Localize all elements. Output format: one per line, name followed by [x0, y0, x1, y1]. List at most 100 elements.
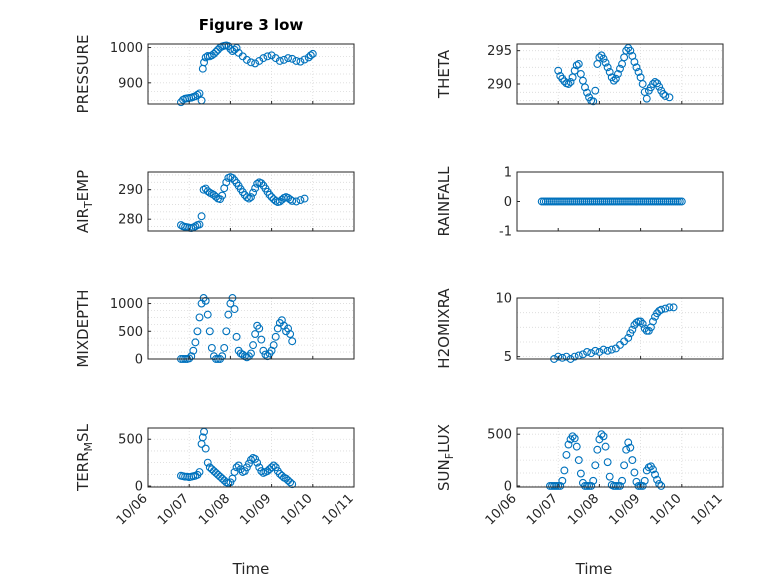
data-point — [257, 335, 266, 344]
grid-lines — [147, 428, 355, 487]
y-tick-label: 295 — [487, 44, 512, 59]
data-point — [195, 89, 204, 98]
data-point — [244, 459, 253, 468]
data-point — [641, 197, 650, 206]
data-point — [200, 58, 208, 67]
data-point — [552, 482, 561, 490]
data-point — [649, 197, 658, 206]
data-point — [669, 197, 678, 206]
data-point — [607, 345, 616, 354]
grid-lines — [147, 172, 355, 231]
data-point — [267, 463, 276, 472]
x-tick-label: 10/09 — [237, 491, 274, 528]
data-point — [562, 352, 571, 361]
data-point — [205, 327, 214, 336]
data-point — [627, 197, 635, 206]
data-point — [251, 184, 260, 193]
data-point — [600, 197, 609, 206]
data-point — [537, 197, 546, 206]
data-point — [212, 47, 220, 56]
data-point — [203, 458, 212, 467]
data-point — [667, 197, 676, 206]
plot-area — [517, 428, 723, 487]
data-point — [599, 54, 608, 63]
data-point — [242, 463, 251, 472]
data-point — [261, 350, 270, 359]
data-point — [594, 197, 603, 206]
data-point — [271, 332, 280, 341]
data-point — [581, 482, 589, 490]
data-point — [570, 197, 579, 206]
x-tick-label: 10/06 — [483, 491, 520, 528]
axes-box — [516, 297, 724, 360]
data-point — [554, 482, 563, 490]
data-point — [603, 458, 612, 467]
data-point — [247, 455, 255, 464]
subplot-6: 5 10 H2OMIXRA — [435, 288, 724, 369]
data-point — [554, 66, 563, 75]
data-point — [585, 482, 594, 490]
data-point — [616, 482, 624, 490]
data-point — [595, 53, 604, 62]
data-point — [558, 197, 566, 206]
y-axis-label: SUNFLUX — [435, 424, 456, 491]
data-point — [207, 343, 216, 352]
plot-area — [517, 44, 723, 104]
plot-area — [148, 298, 354, 359]
data-point — [634, 68, 643, 76]
x-tick-label: 10/07 — [524, 491, 561, 528]
data-point — [604, 197, 613, 206]
data-point — [613, 482, 622, 490]
data-point — [657, 305, 666, 314]
y-axis-label: PRESSURE — [74, 35, 92, 114]
data-point — [661, 92, 670, 100]
data-point — [546, 482, 554, 490]
data-point — [570, 66, 579, 75]
data-point — [673, 197, 682, 206]
data-point — [669, 303, 678, 312]
plot-area — [148, 428, 354, 487]
data-point — [601, 58, 610, 67]
series-markers — [546, 430, 666, 490]
data-point — [230, 305, 239, 314]
data-point — [247, 349, 255, 358]
data-point — [560, 197, 569, 206]
data-point — [572, 61, 581, 70]
y-tick-label: 500 — [118, 433, 143, 448]
data-point — [265, 190, 274, 199]
data-point — [558, 476, 567, 485]
data-point — [635, 197, 644, 206]
data-point — [189, 346, 198, 355]
data-point — [597, 430, 606, 439]
data-point — [574, 60, 583, 68]
data-point — [631, 197, 640, 206]
data-point — [634, 317, 643, 326]
data-point — [651, 197, 660, 206]
data-point — [284, 324, 293, 333]
data-point — [651, 78, 659, 86]
data-point — [560, 77, 569, 86]
data-point — [665, 93, 674, 102]
data-point — [586, 197, 595, 206]
series-markers — [537, 197, 686, 206]
data-point — [665, 197, 674, 206]
data-point — [539, 197, 548, 206]
data-point — [639, 197, 648, 206]
data-point — [663, 197, 672, 206]
data-point — [671, 197, 680, 206]
data-point — [589, 97, 598, 106]
subplot-1: 900 1000 PRESSURE — [74, 35, 355, 114]
data-point — [267, 346, 276, 355]
data-point — [226, 299, 235, 308]
data-point — [616, 64, 624, 73]
data-point — [675, 197, 684, 206]
data-point — [564, 80, 573, 88]
y-tick-label: 1000 — [110, 41, 143, 56]
data-point — [547, 197, 556, 206]
subplot-8: 0 500 10/06 10/07 10/08 10/09 10/10 10/11 SUNFLU… — [435, 424, 726, 528]
data-point — [605, 472, 614, 481]
data-point — [232, 332, 241, 341]
data-point — [623, 197, 631, 206]
y-tick-label: 0 — [504, 195, 512, 210]
